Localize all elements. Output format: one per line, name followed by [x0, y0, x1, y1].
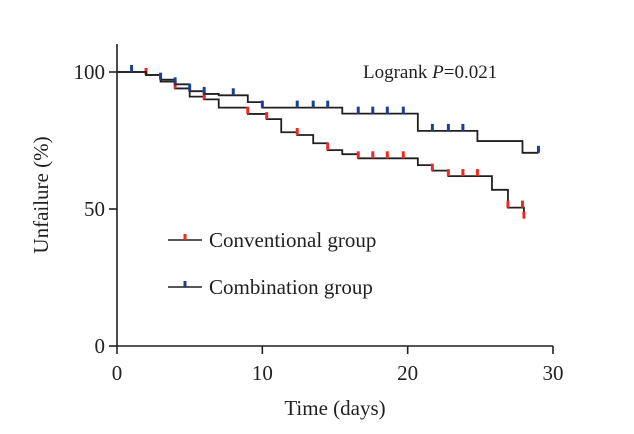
- x-tick-label: 20: [397, 361, 418, 385]
- x-tick-label: 0: [112, 361, 123, 385]
- y-axis-title: Unfailure (%): [29, 136, 53, 253]
- x-tick-label: 10: [252, 361, 273, 385]
- logrank-p-italic: P: [431, 62, 444, 83]
- logrank-prefix: Logrank: [363, 62, 432, 83]
- y-tick-label: 0: [95, 334, 106, 358]
- km-step-line: [117, 71, 539, 154]
- series-conventional-group: [117, 68, 526, 219]
- series-layer: [117, 65, 540, 219]
- legend-item-combination: Combination group: [168, 275, 373, 299]
- legend: Conventional group Combination group: [168, 228, 376, 299]
- y-tick-label: 50: [84, 197, 105, 221]
- km-step-line: [117, 71, 525, 219]
- logrank-value: =0.021: [444, 62, 497, 83]
- axes: [116, 44, 553, 347]
- x-ticks: 0 10 20 30: [112, 346, 564, 385]
- x-axis-title: Time (days): [284, 396, 385, 420]
- y-tick-label: 100: [74, 60, 106, 84]
- legend-label-combination: Combination group: [209, 275, 373, 299]
- logrank-annotation: Logrank P=0.021: [363, 62, 497, 83]
- legend-item-conventional: Conventional group: [168, 228, 376, 252]
- series-combination-group: [117, 65, 540, 154]
- x-tick-label: 30: [543, 361, 564, 385]
- legend-label-conventional: Conventional group: [209, 228, 376, 252]
- y-ticks: 0 50 100: [74, 60, 117, 358]
